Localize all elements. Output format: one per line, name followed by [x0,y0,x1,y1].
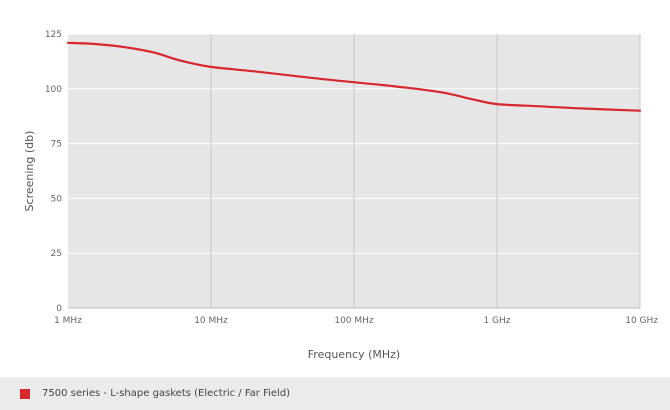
x-tick-label: 10 GHz [625,316,658,326]
line-chart: 0 25 50 75 100 125 1 MHz 10 MHz 100 MHz 1 GHz 10 … [23,30,658,361]
y-tick-label: 75 [51,140,62,150]
x-tick-label: 1 MHz [54,316,82,326]
gridlines [68,33,641,309]
x-axis-label: Frequency (MHz) [308,348,400,361]
y-tick-label: 0 [56,304,62,314]
y-axis-label: Screening (db) [23,131,36,212]
x-tick-label: 1 GHz [483,316,510,326]
legend: 7500 series - L-shape gaskets (Electric … [0,377,670,410]
legend-label: 7500 series - L-shape gaskets (Electric … [42,388,291,399]
y-tick-label: 100 [45,85,62,95]
x-tick-label: 100 MHz [334,316,374,326]
series-line [66,41,642,112]
y-tick-label: 125 [45,30,62,40]
y-tick-label: 50 [51,194,63,204]
legend-swatch [20,388,30,399]
y-axis-ticks: 0 25 50 75 100 125 [45,30,62,314]
x-tick-label: 10 MHz [194,316,228,326]
y-tick-label: 25 [51,249,62,259]
x-axis-ticks: 1 MHz 10 MHz 100 MHz 1 GHz 10 GHz [54,316,658,326]
